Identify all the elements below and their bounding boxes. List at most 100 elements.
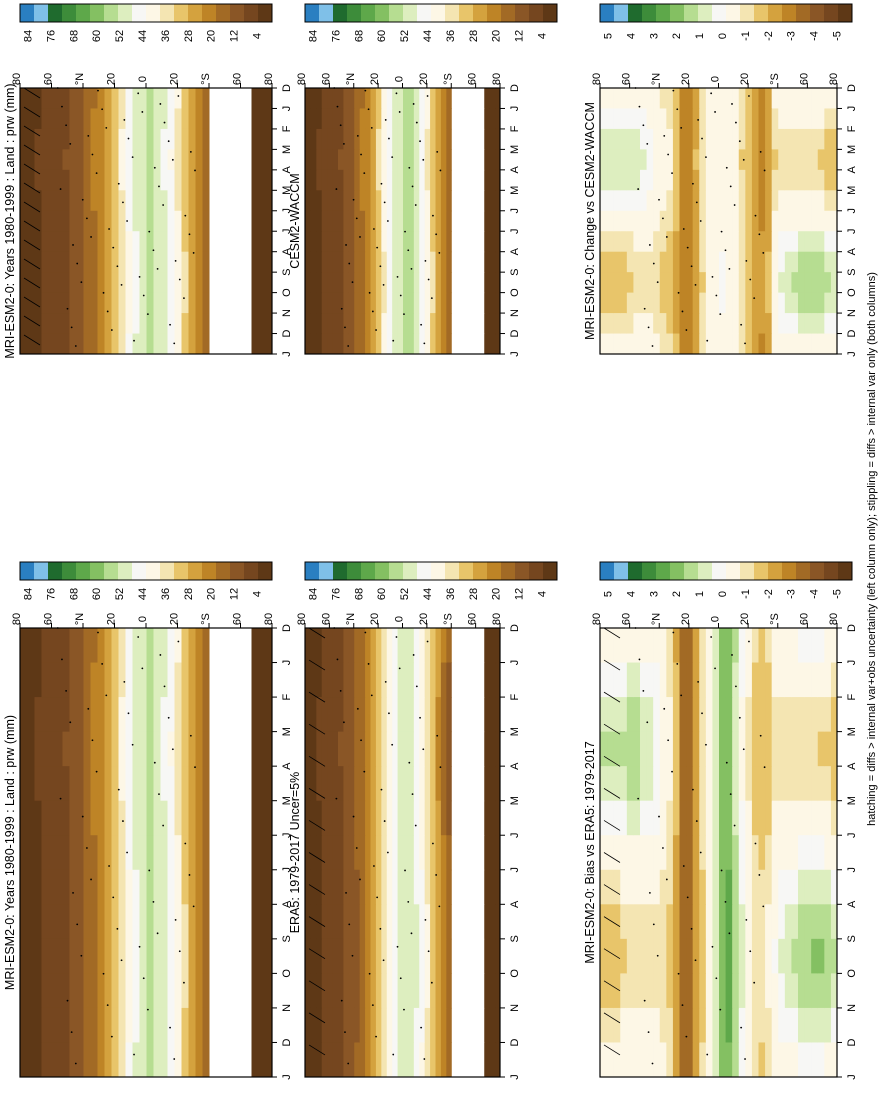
heatmap-cell [725, 108, 733, 130]
heatmap-cell [209, 272, 217, 294]
heatmap-cell [646, 1007, 654, 1043]
heatmap-cell [456, 169, 463, 191]
heatmap-cell [188, 149, 196, 171]
heatmap-cell [48, 904, 56, 940]
heatmap-cell [758, 628, 766, 664]
heatmap-cell [380, 938, 387, 974]
heatmap-cell [310, 800, 317, 836]
stipple-dot [414, 824, 417, 827]
stipple-dot [427, 950, 430, 953]
heatmap-cell [55, 272, 63, 294]
heatmap-cell [435, 904, 441, 940]
heatmap-cell [429, 628, 436, 664]
heatmap-cell [626, 973, 634, 1009]
heatmap-cell [613, 88, 621, 109]
stipple-dot [102, 972, 105, 975]
heatmap-cell [139, 333, 147, 355]
heatmap-cell [146, 108, 154, 130]
heatmap-cell [223, 190, 231, 212]
heatmap-cell [76, 938, 84, 974]
heatmap-cell [810, 766, 818, 802]
heatmap-cell [55, 1007, 63, 1043]
heatmap-cell [397, 149, 403, 171]
heatmap-cell [797, 662, 805, 698]
heatmap-cell [348, 697, 355, 733]
heatmap-cell [483, 128, 490, 150]
heatmap-cell [407, 88, 414, 109]
stipple-dot [690, 265, 693, 268]
heatmap-cell [429, 1042, 436, 1078]
heatmap-cell [413, 938, 420, 974]
heatmap-cell [27, 835, 35, 871]
heatmap-cell [777, 938, 785, 974]
heatmap-cell [34, 251, 42, 273]
heatmap-cell [685, 210, 693, 232]
heatmap-cell [202, 766, 210, 802]
heatmap-cell [174, 210, 182, 232]
colorbar-swatch [403, 562, 418, 580]
heatmap-cell [797, 333, 805, 355]
heatmap-cell [391, 292, 398, 314]
heatmap-cell [489, 251, 496, 273]
heatmap-cell [738, 169, 746, 191]
heatmap-cell [764, 973, 772, 1009]
heatmap-cell [494, 1007, 501, 1043]
heatmap-cell [665, 108, 673, 130]
heatmap-cell [494, 313, 501, 335]
heatmap-cell [181, 313, 189, 335]
heatmap-cell [685, 169, 693, 191]
heatmap-cell [132, 292, 140, 314]
heatmap-cell [606, 169, 614, 191]
heatmap-cell [672, 869, 680, 905]
stipple-dot [105, 127, 108, 129]
heatmap-cell [326, 1042, 333, 1078]
heatmap-cell [55, 210, 63, 232]
heatmap-cell [353, 292, 360, 314]
heatmap-cell [445, 800, 452, 836]
colorbar-swatch [796, 4, 811, 22]
stipple-dot [95, 172, 98, 175]
heatmap-cell [494, 149, 501, 171]
heatmap-cell [823, 1007, 831, 1043]
heatmap-cell [223, 697, 231, 733]
stipple-dot [123, 119, 126, 121]
heatmap-cell [451, 333, 458, 355]
heatmap-cell [195, 272, 203, 294]
heatmap-cell [665, 904, 673, 940]
heatmap-cell [679, 835, 687, 871]
heatmap-cell [62, 697, 70, 733]
heatmap-cell [424, 88, 431, 109]
heatmap-cell [456, 88, 463, 109]
colorbar-swatch [375, 4, 390, 22]
heatmap-cell [632, 108, 640, 130]
heatmap-cell [353, 128, 360, 150]
heatmap-cell [424, 904, 431, 940]
heatmap-cell [310, 731, 317, 767]
heatmap-cell [731, 251, 739, 273]
stipple-dot [127, 712, 130, 715]
hatching [308, 627, 326, 1056]
heatmap-cell [41, 333, 49, 355]
heatmap-cell [619, 190, 627, 212]
colorbar-swatch [48, 4, 63, 22]
heatmap-cell [619, 904, 627, 940]
heatmap-cell [451, 108, 458, 130]
y-tick-label: 80 [263, 73, 275, 85]
heatmap-cell [738, 333, 746, 355]
stipple-dot [656, 281, 659, 284]
heatmap-cell [174, 231, 182, 253]
heatmap-cell [230, 251, 238, 273]
heatmap-cell [230, 904, 238, 940]
heatmap-cell [758, 292, 766, 314]
heatmap-cell [188, 731, 196, 767]
stipple-dot [682, 228, 685, 230]
heatmap-cell [665, 333, 673, 355]
heatmap-cell [483, 1042, 490, 1078]
heatmap-cell [69, 190, 77, 212]
colorbar-label: 28 [468, 588, 480, 600]
heatmap-cell [386, 231, 393, 253]
heatmap-cell [804, 869, 812, 905]
x-tick-label: N [509, 309, 521, 317]
heatmap-cell [237, 1042, 245, 1078]
heatmap-cell [244, 333, 252, 355]
